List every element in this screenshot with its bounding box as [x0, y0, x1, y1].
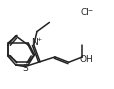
Text: Cl: Cl: [80, 8, 89, 17]
Text: −: −: [86, 7, 92, 12]
Text: OH: OH: [79, 55, 92, 64]
Text: +: +: [36, 37, 41, 42]
Text: S: S: [22, 64, 28, 73]
Text: N: N: [31, 38, 38, 47]
